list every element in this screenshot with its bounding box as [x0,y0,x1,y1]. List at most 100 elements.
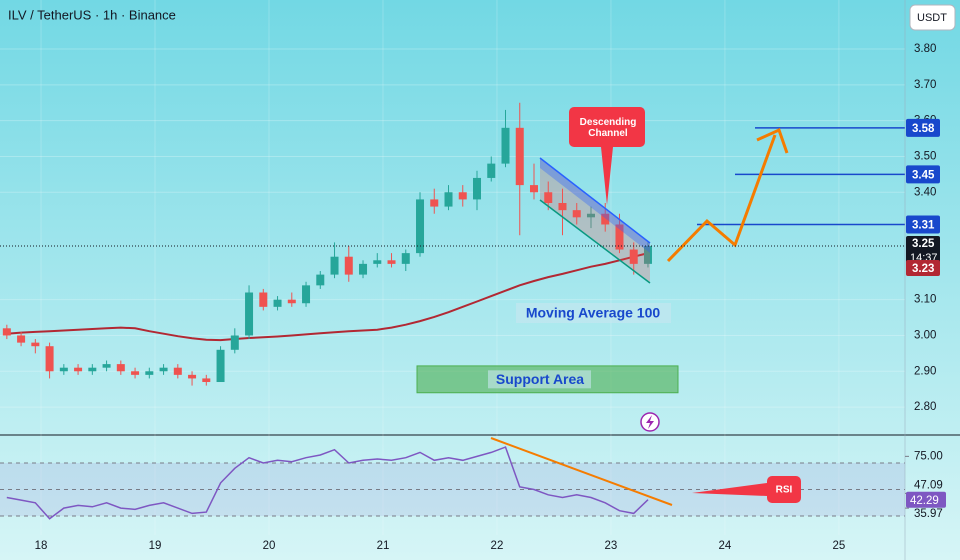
rsi-callout [692,476,801,503]
candle-body [245,292,254,336]
candle-body [17,335,26,343]
candle-body [501,127,510,164]
ma-badge-label: 3.23 [912,263,934,275]
candle-body [387,260,396,264]
candle-body [102,364,111,368]
channel-top-band [540,158,650,253]
candle-body [259,292,268,307]
x-tick-label: 22 [491,540,504,552]
rsi-trendline [490,437,673,506]
level-badge-label: 3.45 [912,169,935,181]
candle-body [88,367,97,372]
candle-body [373,260,382,264]
candle-body [529,185,538,193]
candle-body [74,367,83,372]
x-tick-label: 19 [149,540,162,552]
currency-box[interactable] [909,4,956,31]
x-tick-label: 25 [832,540,845,552]
candle-body [45,346,54,372]
y-tick-label: 3.10 [914,294,936,306]
projection-path [666,134,777,263]
y-tick-label: 3.00 [914,330,936,342]
channel-callout [569,107,645,205]
candle-body [159,367,168,372]
y-tick-label: 3.70 [914,79,936,91]
candle-body [473,177,482,200]
candle-body [487,163,496,178]
candle-body [558,203,567,211]
candle-body [302,285,311,304]
candle-body [416,199,425,254]
candle-body [401,253,410,264]
y-tick-label: 2.90 [914,365,936,377]
rsi-tick-label: 47.09 [914,479,943,491]
x-tick-label: 23 [605,540,618,552]
ma-badge [906,259,940,276]
support-label-bg [488,370,591,389]
rsi-tick-label: 35.97 [914,508,943,520]
y-tick-label: 3.80 [914,43,936,55]
last-price-label: 3.25 [912,238,935,250]
rsi-badge-label: 42.29 [910,495,939,507]
rsi-tick-label: 75.00 [914,450,943,462]
support-area-label: Support Area [496,371,584,387]
level-badge-label: 3.58 [912,123,935,135]
channel-lower [539,199,651,284]
candle-body [145,371,154,375]
candle-body [287,299,296,304]
candle-body [359,263,368,275]
candle-body [586,213,595,218]
y-tick-label: 3.50 [914,150,936,162]
candle-body [273,299,282,307]
projection-arrowhead [756,127,789,154]
alert-icon-bolt [646,415,654,429]
candle-body [544,192,553,203]
candle-body [116,364,125,372]
candle-body [131,371,140,375]
rsi-callout-label: RSI [776,485,793,496]
candle-body [59,367,68,372]
candle-body [31,342,40,347]
candle-body [173,367,182,375]
y-tick-label: 3.40 [914,186,936,198]
candle-body [2,328,11,336]
candle-body [230,335,239,350]
ma-label: Moving Average 100 [526,305,661,321]
chart-title: ILV / TetherUS · 1h · Binance [8,7,176,22]
rsi-line [6,446,649,520]
x-tick-label: 18 [35,540,48,552]
candle-body [629,249,638,264]
last-price-badge [906,235,940,266]
x-tick-label: 21 [377,540,390,552]
channel-fill [540,158,650,283]
currency-label: USDT [917,12,947,24]
plot-layer: Support Area Moving Average 100 [0,102,905,520]
candle-body [458,192,467,200]
candle-body [188,374,197,379]
candle-body [316,274,325,286]
rsi-badge [906,491,946,508]
x-tick-label: 24 [719,540,732,552]
x-tick-label: 20 [263,540,276,552]
candle-body [643,245,652,264]
candle-body [344,256,353,275]
channel-upper [539,157,651,244]
candle-body [430,199,439,207]
candle-body [202,378,211,383]
candle-body [572,210,581,218]
candle-body [216,349,225,383]
level-badge-label: 3.31 [912,220,935,232]
ma-line [6,252,649,342]
ma-label-bg [516,303,671,323]
candle-body [615,224,624,250]
candle-body [444,192,453,207]
y-tick-label: 2.80 [914,401,936,413]
candle-body [515,127,524,186]
level-badge [906,118,940,137]
level-badge [906,165,940,184]
level-badge [906,215,940,234]
candle-body [330,256,339,275]
